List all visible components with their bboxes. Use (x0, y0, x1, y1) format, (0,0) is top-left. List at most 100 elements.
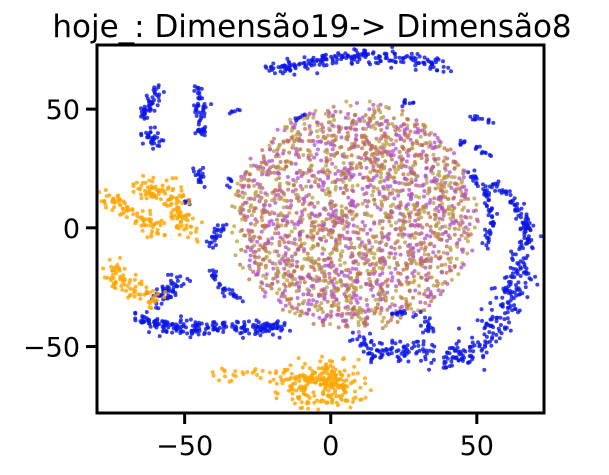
data-point-mixed (389, 210, 394, 214)
data-point-mixed (286, 269, 291, 274)
data-point-blue (505, 305, 510, 310)
data-point-blue (523, 217, 528, 222)
data-point-mixed (354, 286, 358, 290)
data-point-mixed (395, 262, 400, 267)
data-point-mixed (314, 152, 319, 157)
data-point-orange (174, 225, 179, 230)
data-point-mixed (371, 271, 376, 276)
data-point-mixed (350, 123, 355, 127)
data-point-mixed (355, 163, 360, 168)
data-point-blue (489, 185, 494, 190)
data-point-blue (409, 51, 414, 56)
data-point-blue (159, 301, 164, 306)
data-point-mixed (275, 291, 280, 296)
data-point-mixed (462, 205, 466, 210)
data-point-mixed (339, 283, 344, 288)
data-point-mixed (347, 283, 352, 288)
data-point-mixed (457, 176, 462, 181)
data-point-mixed (342, 260, 347, 265)
data-point-mixed (407, 187, 412, 192)
y-tick-label: −50 (23, 333, 80, 364)
data-point-mixed (359, 133, 364, 138)
data-point-orange (297, 374, 302, 379)
data-point-orange (150, 229, 154, 234)
data-point-mixed (282, 128, 287, 133)
data-point-mixed (421, 122, 426, 127)
data-point-mixed (368, 227, 373, 232)
data-point-orange (138, 296, 143, 301)
data-point-mixed (423, 265, 428, 270)
data-point-mixed (328, 322, 333, 327)
data-point-mixed (385, 307, 390, 312)
data-point-mixed (407, 280, 412, 285)
data-point-blue (501, 286, 506, 291)
data-point-orange (278, 375, 283, 379)
data-point-mixed (354, 267, 359, 271)
data-point-blue (515, 268, 520, 273)
data-point-blue (489, 286, 494, 291)
data-point-orange (147, 290, 152, 295)
data-point-mixed (308, 184, 313, 189)
data-point-mixed (312, 155, 317, 160)
data-point-orange (292, 401, 297, 406)
data-point-blue (483, 343, 487, 347)
data-point-mixed (367, 99, 372, 104)
data-point-mixed (351, 189, 356, 194)
data-point-mixed (382, 292, 387, 297)
data-point-orange (211, 373, 216, 378)
data-point-blue (538, 234, 543, 239)
data-point-blue (422, 319, 427, 324)
data-point-mixed (441, 213, 446, 218)
data-point-mixed (452, 264, 457, 268)
data-point-mixed (345, 274, 350, 279)
data-point-mixed (444, 244, 449, 249)
data-point-mixed (381, 259, 386, 263)
data-point-mixed (350, 161, 355, 165)
data-point-mixed (434, 215, 438, 220)
data-point-blue (526, 224, 531, 229)
data-point-mixed (321, 167, 326, 172)
data-point-mixed (460, 220, 465, 225)
data-point-mixed (252, 243, 257, 248)
data-point-mixed (306, 307, 311, 312)
data-point-blue (413, 313, 418, 317)
data-point-mixed (261, 203, 266, 208)
data-point-mixed (379, 175, 383, 180)
data-point-orange (210, 370, 215, 375)
data-point-blue (148, 140, 153, 145)
data-point-mixed (448, 216, 453, 221)
data-point-blue (197, 323, 202, 327)
data-point-mixed (347, 209, 352, 214)
data-point-mixed (351, 173, 356, 177)
data-point-orange (307, 376, 312, 381)
data-point-mixed (349, 153, 354, 158)
data-point-mixed (372, 202, 377, 207)
data-point-mixed (316, 223, 321, 228)
data-point-blue (416, 339, 420, 344)
data-point-mixed (321, 135, 326, 140)
data-point-mixed (240, 265, 245, 270)
data-point-mixed (436, 156, 441, 161)
data-point-blue (488, 221, 493, 226)
data-point-mixed (276, 253, 281, 258)
data-point-mixed (436, 249, 441, 254)
data-point-mixed (441, 250, 446, 255)
data-point-orange (118, 203, 123, 208)
data-point-mixed (399, 112, 404, 117)
data-point-blue (474, 176, 479, 181)
data-point-mixed (312, 228, 317, 233)
data-point-mixed (328, 157, 333, 162)
data-point-orange (179, 185, 184, 190)
data-point-mixed (377, 257, 382, 262)
data-point-orange (184, 223, 189, 228)
y-tick-label: 0 (63, 214, 80, 245)
data-point-blue (185, 331, 190, 336)
data-point-orange (139, 279, 144, 284)
data-point-mixed (369, 153, 374, 158)
data-point-mixed (302, 249, 306, 254)
data-point-orange (139, 282, 144, 287)
data-point-mixed (363, 135, 368, 140)
data-point-mixed (355, 275, 360, 280)
data-point-mixed (432, 196, 437, 201)
data-point-mixed (368, 116, 373, 121)
